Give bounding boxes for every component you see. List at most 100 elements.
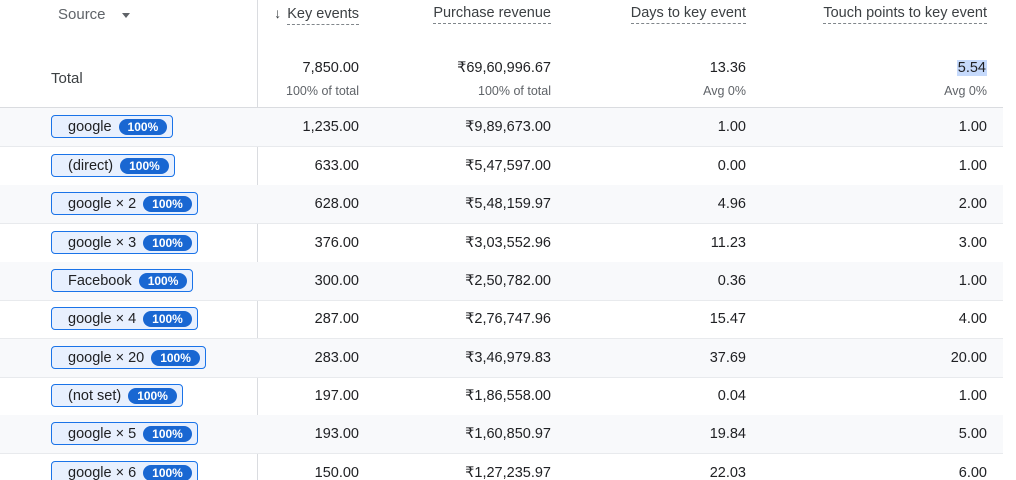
source-name: google × 2 bbox=[68, 195, 137, 212]
purchase-revenue-value: ₹5,48,159.97 bbox=[465, 196, 551, 212]
source-chip[interactable]: (direct) 100% bbox=[51, 154, 175, 177]
percent-badge: 100% bbox=[143, 464, 192, 480]
days-to-key-event-value: 19.84 bbox=[709, 426, 746, 442]
table-row: (not set) 100% 197.00 ₹1,86,558.00 0.04 … bbox=[0, 377, 1003, 416]
touch-points-value: 4.00 bbox=[958, 311, 987, 327]
touch-points-value: 1.00 bbox=[958, 158, 987, 174]
column-header-label: Days to key event bbox=[630, 5, 746, 24]
source-name: google bbox=[68, 118, 112, 135]
total-purchase-revenue: ₹69,60,996.67 bbox=[457, 60, 551, 76]
purchase-revenue-value: ₹1,60,850.97 bbox=[465, 426, 551, 442]
totals-row: Total 7,850.00 100% of total ₹69,60,996.… bbox=[0, 40, 1003, 108]
column-divider bbox=[257, 0, 258, 480]
touch-points-value: 5.00 bbox=[958, 426, 987, 442]
source-chip[interactable]: google × 6 100% bbox=[51, 461, 198, 480]
total-purchase-revenue-share: 100% of total bbox=[478, 84, 551, 98]
days-to-key-event-value: 15.47 bbox=[709, 311, 746, 327]
percent-badge: 100% bbox=[143, 310, 192, 327]
column-header-purchase-revenue[interactable]: Purchase revenue bbox=[433, 5, 551, 24]
source-chip[interactable]: google 100% bbox=[51, 115, 174, 138]
source-chip[interactable]: google × 3 100% bbox=[51, 231, 198, 254]
totals-label: Total bbox=[51, 70, 83, 87]
touch-points-value: 6.00 bbox=[958, 465, 987, 480]
percent-badge: 100% bbox=[138, 272, 188, 289]
source-name: Facebook bbox=[68, 272, 132, 289]
source-chip[interactable]: google × 20 100% bbox=[51, 346, 206, 369]
column-header-label: Purchase revenue bbox=[433, 5, 551, 24]
source-name: google × 5 bbox=[68, 425, 137, 442]
purchase-revenue-value: ₹1,27,235.97 bbox=[465, 465, 551, 480]
days-to-key-event-value: 0.00 bbox=[717, 158, 746, 174]
key-events-value: 300.00 bbox=[314, 273, 359, 289]
table-header: Source ↓ Key events Purchase revenue Days… bbox=[0, 0, 1003, 40]
purchase-revenue-value: ₹2,50,782.00 bbox=[465, 273, 551, 289]
table-row: (direct) 100% 633.00 ₹5,47,597.00 0.00 1… bbox=[0, 147, 1003, 186]
column-header-label: Touch points to key event bbox=[823, 5, 987, 24]
source-name: (direct) bbox=[68, 157, 114, 174]
key-events-value: 628.00 bbox=[314, 196, 359, 212]
dimension-label: Source bbox=[58, 6, 106, 23]
percent-badge: 100% bbox=[143, 234, 192, 251]
source-name: google × 4 bbox=[68, 310, 137, 327]
touch-points-value: 1.00 bbox=[958, 119, 987, 135]
days-to-key-event-value: 4.96 bbox=[717, 196, 746, 212]
purchase-revenue-value: ₹3,46,979.83 bbox=[465, 350, 551, 366]
table-row: google 100% 1,235.00 ₹9,89,673.00 1.00 1… bbox=[0, 108, 1003, 147]
purchase-revenue-value: ₹9,89,673.00 bbox=[465, 119, 551, 135]
days-to-key-event-value: 11.23 bbox=[710, 235, 746, 251]
key-events-value: 193.00 bbox=[314, 426, 359, 442]
percent-badge: 100% bbox=[143, 195, 192, 212]
table-row: google × 2 100% 628.00 ₹5,48,159.97 4.96… bbox=[0, 185, 1003, 224]
touch-points-value: 1.00 bbox=[958, 273, 987, 289]
key-events-value: 197.00 bbox=[314, 388, 359, 404]
days-to-key-event-value: 0.04 bbox=[717, 388, 746, 404]
key-events-value: 287.00 bbox=[314, 311, 359, 327]
days-to-key-event-value: 0.36 bbox=[717, 273, 746, 289]
days-to-key-event-value: 37.69 bbox=[709, 350, 746, 366]
percent-badge: 100% bbox=[118, 118, 168, 135]
purchase-revenue-value: ₹3,03,552.96 bbox=[465, 235, 551, 251]
table-row: google × 20 100% 283.00 ₹3,46,979.83 37.… bbox=[0, 339, 1003, 378]
table-row: google × 5 100% 193.00 ₹1,60,850.97 19.8… bbox=[0, 415, 1003, 454]
purchase-revenue-value: ₹5,47,597.00 bbox=[465, 158, 551, 174]
purchase-revenue-value: ₹1,86,558.00 bbox=[465, 388, 551, 404]
caret-down-icon bbox=[121, 12, 130, 18]
touch-points-value: 20.00 bbox=[950, 350, 987, 366]
source-chip[interactable]: google × 5 100% bbox=[51, 422, 198, 445]
source-chip[interactable]: (not set) 100% bbox=[51, 384, 183, 407]
purchase-revenue-value: ₹2,76,747.96 bbox=[465, 311, 551, 327]
source-name: google × 20 bbox=[68, 349, 145, 366]
total-days-to-key-event-avg: Avg 0% bbox=[703, 84, 746, 98]
source-chip[interactable]: Facebook 100% bbox=[51, 269, 194, 292]
column-header-touch-points[interactable]: Touch points to key event bbox=[823, 5, 987, 24]
table-row: Facebook 100% 300.00 ₹2,50,782.00 0.36 1… bbox=[0, 262, 1003, 301]
column-header-days-to-key-event[interactable]: Days to key event bbox=[630, 5, 746, 24]
key-events-value: 376.00 bbox=[314, 235, 359, 251]
source-name: google × 6 bbox=[68, 464, 137, 480]
percent-badge: 100% bbox=[151, 349, 200, 366]
days-to-key-event-value: 22.03 bbox=[709, 465, 746, 480]
percent-badge: 100% bbox=[120, 157, 169, 174]
source-name: (not set) bbox=[68, 387, 122, 404]
table-row: google × 4 100% 287.00 ₹2,76,747.96 15.4… bbox=[0, 300, 1003, 339]
arrow-down-icon: ↓ bbox=[274, 5, 282, 21]
table-row: google × 6 100% 150.00 ₹1,27,235.97 22.0… bbox=[0, 454, 1003, 480]
table-row: google × 3 100% 376.00 ₹3,03,552.96 11.2… bbox=[0, 224, 1003, 263]
dimension-dropdown[interactable]: Source bbox=[58, 6, 130, 23]
column-header-label: Key events bbox=[287, 6, 359, 25]
total-key-events-share: 100% of total bbox=[286, 84, 359, 98]
percent-badge: 100% bbox=[143, 425, 192, 442]
percent-badge: 100% bbox=[128, 387, 177, 404]
selected-text: 5.54 bbox=[956, 60, 987, 76]
total-touch-points: 5.54 bbox=[956, 60, 987, 76]
source-name: google × 3 bbox=[68, 234, 137, 251]
total-touch-points-avg: Avg 0% bbox=[944, 84, 987, 98]
column-header-key-events[interactable]: ↓ Key events bbox=[274, 5, 359, 25]
source-chip[interactable]: google × 4 100% bbox=[51, 307, 198, 330]
key-events-value: 633.00 bbox=[314, 158, 359, 174]
source-chip[interactable]: google × 2 100% bbox=[51, 192, 198, 215]
touch-points-value: 2.00 bbox=[958, 196, 987, 212]
touch-points-value: 3.00 bbox=[958, 235, 987, 251]
days-to-key-event-value: 1.00 bbox=[717, 119, 746, 135]
